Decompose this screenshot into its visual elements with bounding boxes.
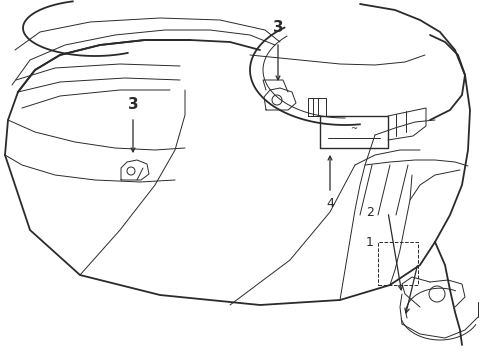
Text: 1: 1 (366, 235, 374, 248)
Text: 3: 3 (128, 96, 138, 112)
Text: 4: 4 (326, 197, 334, 210)
Text: ~: ~ (350, 125, 358, 134)
Text: 3: 3 (273, 19, 283, 35)
Text: 2: 2 (366, 206, 374, 219)
